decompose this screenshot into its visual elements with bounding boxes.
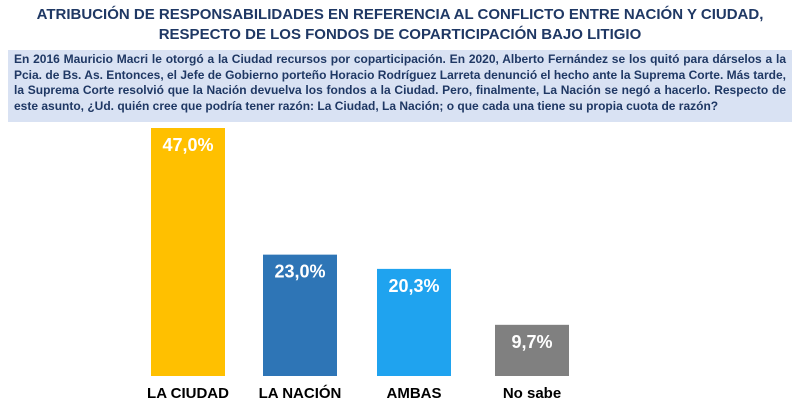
bar-la-ciudad: [151, 128, 225, 376]
category-label: AMBAS: [387, 385, 442, 402]
question-text-box: En 2016 Mauricio Macri le otorgó a la Ci…: [8, 50, 792, 122]
bar-ambas: [377, 268, 451, 376]
bar-no-sabe: [495, 324, 569, 376]
chart-title-line-2: RESPECTO DE LOS FONDOS DE COPARTICIPACIÓ…: [158, 26, 642, 43]
data-label: 20,3%: [388, 276, 439, 296]
data-label: 9,7%: [511, 332, 552, 352]
category-label: LA NACIÓN: [259, 384, 342, 402]
data-label: 47,0%: [162, 135, 213, 155]
category-label: No sabe: [503, 385, 561, 402]
data-label: 23,0%: [274, 262, 325, 282]
category-label: LA CIUDAD: [147, 385, 229, 402]
chart-title-line-1: ATRIBUCIÓN DE RESPONSABILIDADES EN REFER…: [36, 6, 764, 23]
bar-la-naci-n: [263, 254, 337, 376]
question-text: En 2016 Mauricio Macri le otorgó a la Ci…: [14, 52, 786, 113]
